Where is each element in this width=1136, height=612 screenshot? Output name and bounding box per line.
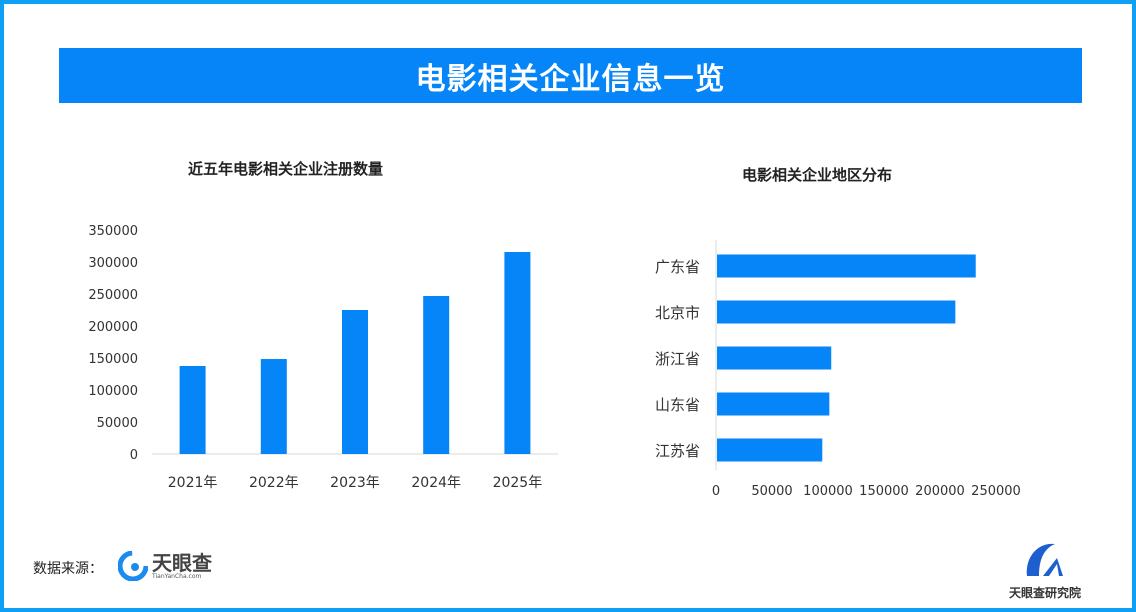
page-title: 电影相关企业信息一览	[59, 48, 1082, 103]
x-tick-label: 200000	[915, 484, 965, 499]
logo-subtext: TianYanCha.com	[152, 572, 202, 580]
y-tick-label: 250000	[88, 288, 138, 303]
y-tick-label: 浙江省	[655, 350, 700, 368]
bar-2023年	[342, 310, 368, 454]
y-tick-label: 200000	[88, 320, 138, 335]
x-tick-label: 2024年	[411, 475, 461, 491]
bar-2021年	[179, 366, 206, 454]
bar-浙江省	[717, 346, 832, 370]
y-tick-label: 山东省	[655, 396, 700, 414]
x-tick-label: 2023年	[330, 475, 380, 491]
x-tick-label: 2021年	[168, 475, 218, 491]
right-chart-title: 电影相关企业地区分布	[742, 166, 893, 184]
y-tick-label: 50000	[97, 416, 138, 431]
left-chart-title: 近五年电影相关企业注册数量	[188, 160, 384, 178]
x-tick-label: 2022年	[249, 475, 299, 491]
y-tick-label: 350000	[88, 224, 138, 239]
bar-2022年	[260, 359, 287, 454]
x-tick-label: 0	[712, 484, 720, 499]
institute-logo-icon	[1026, 543, 1063, 576]
y-tick-label: 广东省	[655, 258, 700, 276]
bar-2024年	[423, 295, 450, 454]
tianyancha-logo-icon	[118, 551, 148, 581]
source-label: 数据来源：	[33, 561, 103, 577]
bar-2025年	[504, 252, 531, 454]
x-tick-label: 50000	[751, 484, 792, 499]
bar-广东省	[717, 254, 976, 278]
y-tick-label: 0	[130, 448, 138, 463]
bar-山东省	[717, 392, 830, 416]
institute-logo: 天眼查研究院	[1000, 540, 1090, 601]
bar-江苏省	[717, 438, 823, 462]
y-tick-label: 150000	[88, 352, 138, 367]
y-tick-label: 300000	[88, 256, 138, 271]
x-tick-label: 100000	[803, 484, 853, 499]
y-tick-label: 江苏省	[655, 442, 700, 460]
bar-北京市	[717, 300, 956, 324]
x-tick-label: 250000	[971, 484, 1021, 499]
tianyancha-logo: 天眼查 TianYanCha.com	[118, 551, 212, 581]
y-tick-label: 北京市	[655, 304, 700, 322]
logo-text: 天眼查	[152, 550, 212, 575]
x-tick-label: 2025年	[493, 475, 543, 491]
x-tick-label: 150000	[859, 484, 909, 499]
institute-name: 天眼查研究院	[1008, 586, 1081, 600]
y-tick-label: 100000	[88, 384, 138, 399]
